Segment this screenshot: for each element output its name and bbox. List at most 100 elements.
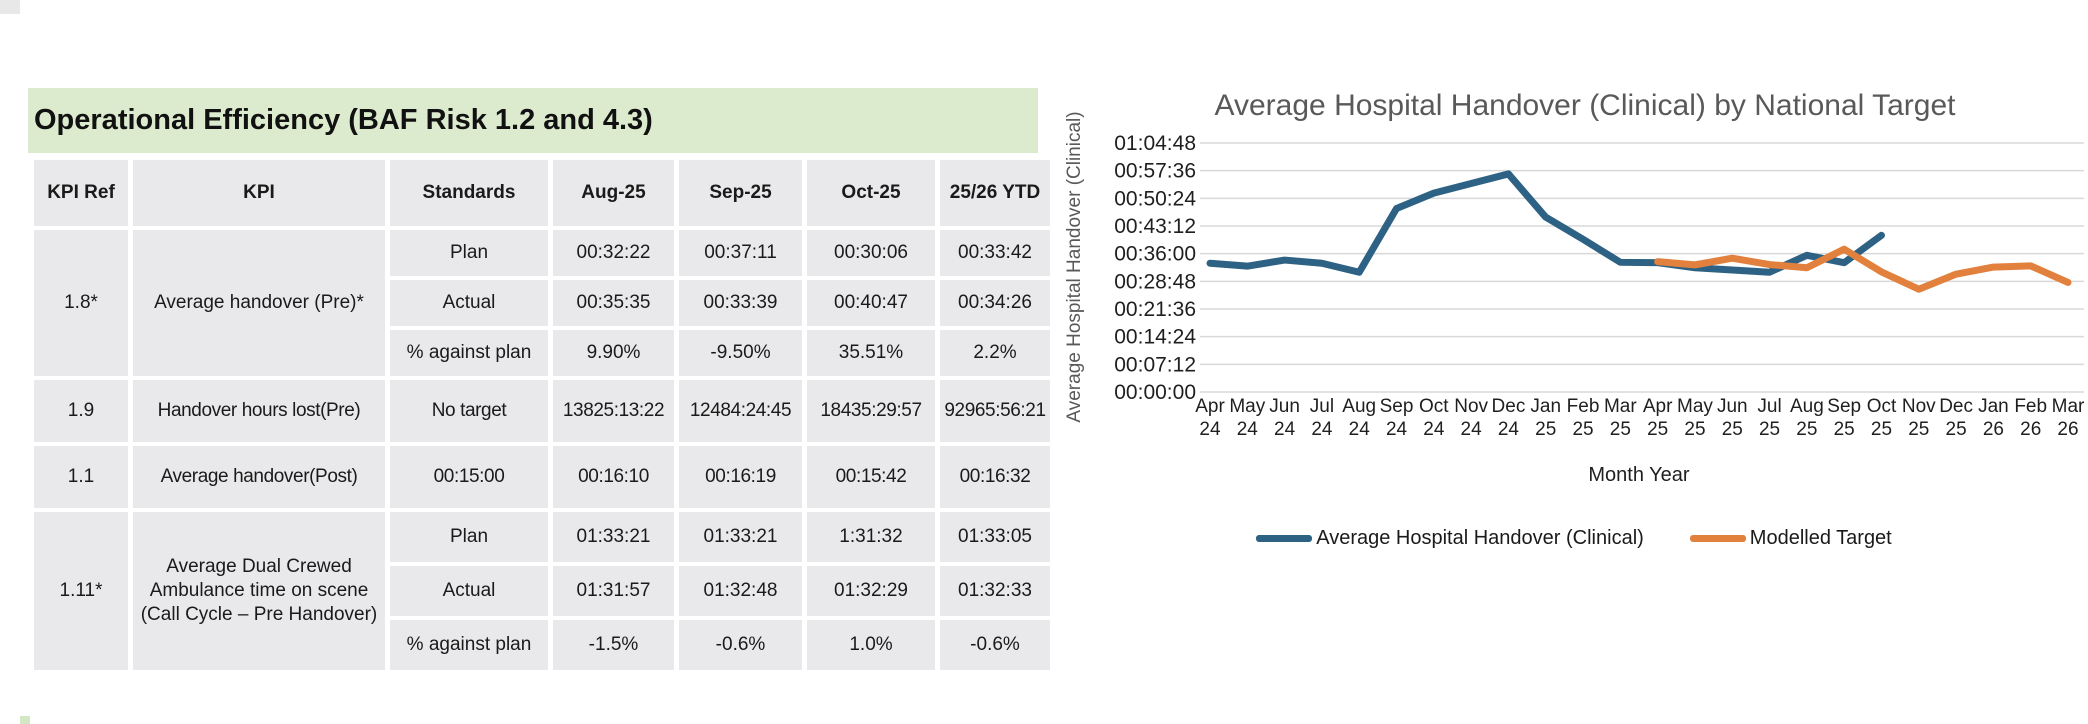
y-tick-label: 01:04:48 <box>1114 132 1196 155</box>
value-cell: 00:30:06 <box>807 230 935 276</box>
standard-cell: Actual <box>390 566 548 616</box>
value-cell: 00:34:26 <box>940 280 1050 326</box>
value-cell: 92965:56:21 <box>940 380 1050 442</box>
handover-chart-section: Average Hospital Handover (Clinical) by … <box>1060 60 2088 620</box>
kpi-ref-cell: 1.11* <box>34 512 128 670</box>
value-cell: -0.6% <box>940 620 1050 670</box>
col-header-ytd: 25/26 YTD <box>940 160 1050 226</box>
value-cell: 12484:24:45 <box>679 380 802 442</box>
x-tick-label: Sep 25 <box>1827 396 1861 440</box>
x-axis-title: Month Year <box>1588 464 1690 486</box>
value-cell: 01:32:29 <box>807 566 935 616</box>
kpi-table: KPI Ref KPI Standards Aug-25 Sep-25 Oct-… <box>29 156 1055 674</box>
legend-swatch-0 <box>1256 535 1313 542</box>
legend-swatch-1 <box>1689 535 1746 542</box>
col-header-standards: Standards <box>390 160 548 226</box>
col-header-aug25: Aug-25 <box>553 160 674 226</box>
value-cell: 00:32:22 <box>553 230 674 276</box>
section-title-bar: Operational Efficiency (BAF Risk 1.2 and… <box>28 88 1038 153</box>
standard-cell: % against plan <box>390 620 548 670</box>
value-cell: 01:31:57 <box>553 566 674 616</box>
x-tick-label: Nov 24 <box>1454 396 1488 440</box>
y-tick-label: 00:07:12 <box>1114 353 1196 376</box>
kpi-ref-cell: 1.9 <box>34 380 128 442</box>
kpi-cell: Handover hours lost(Pre) <box>133 380 385 442</box>
col-header-oct25: Oct-25 <box>807 160 935 226</box>
standard-cell: No target <box>390 380 548 442</box>
table-row: % against plan 9.90% -9.50% 35.51% 2.2% <box>34 330 1050 376</box>
value-cell: 00:16:10 <box>553 446 674 508</box>
value-cell: 00:16:19 <box>679 446 802 508</box>
value-cell: 00:37:11 <box>679 230 802 276</box>
table-row: Actual 01:31:57 01:32:48 01:32:29 01:32:… <box>34 566 1050 616</box>
x-tick-label: May 25 <box>1677 396 1713 440</box>
table-header-row: KPI Ref KPI Standards Aug-25 Sep-25 Oct-… <box>34 160 1050 226</box>
x-tick-label: Sep 24 <box>1380 396 1414 440</box>
x-tick-label: Jan 25 <box>1530 396 1561 440</box>
value-cell: 01:33:21 <box>679 512 802 562</box>
value-cell: -0.6% <box>679 620 802 670</box>
col-header-kpi: KPI <box>133 160 385 226</box>
y-tick-label: 00:43:12 <box>1114 215 1196 238</box>
standard-cell: 00:15:00 <box>390 446 548 508</box>
x-tick-label: Aug 24 <box>1342 396 1376 440</box>
kpi-cell: Average handover(Post) <box>133 446 385 508</box>
x-tick-label: Dec 24 <box>1492 396 1526 440</box>
handover-chart: Average Hospital Handover (Clinical) by … <box>1064 89 2085 486</box>
standard-cell: Plan <box>390 512 548 562</box>
x-tick-label: Oct 24 <box>1419 396 1449 440</box>
section-title: Operational Efficiency (BAF Risk 1.2 and… <box>34 104 653 136</box>
value-cell: 00:35:35 <box>553 280 674 326</box>
x-tick-label: May 24 <box>1229 396 1265 440</box>
x-tick-label: Oct 25 <box>1867 396 1897 440</box>
value-cell: 1:31:32 <box>807 512 935 562</box>
x-tick-label: Feb 25 <box>1567 396 1600 440</box>
x-tick-label: Mar 26 <box>2052 396 2085 440</box>
corner-sliver <box>0 0 20 14</box>
value-cell: 1.0% <box>807 620 935 670</box>
x-tick-label: Aug 25 <box>1790 396 1824 440</box>
x-tick-label: Jan 26 <box>1978 396 2009 440</box>
y-tick-label: 00:14:24 <box>1114 326 1196 349</box>
value-cell: 00:33:39 <box>679 280 802 326</box>
legend-item-0: Average Hospital Handover (Clinical) <box>1256 527 1644 550</box>
table-row: 1.1 Average handover(Post) 00:15:00 00:1… <box>34 446 1050 508</box>
value-cell: 00:16:32 <box>940 446 1050 508</box>
value-cell: 01:33:05 <box>940 512 1050 562</box>
y-tick-label: 00:28:48 <box>1114 270 1196 293</box>
value-cell: 01:32:33 <box>940 566 1050 616</box>
y-tick-label: 00:36:00 <box>1114 243 1196 266</box>
legend-label-0: Average Hospital Handover (Clinical) <box>1316 527 1644 549</box>
kpi-cell: Average Dual Crewed Ambulance time on sc… <box>133 512 385 670</box>
value-cell: -1.5% <box>553 620 674 670</box>
value-cell: 01:32:48 <box>679 566 802 616</box>
value-cell: 00:33:42 <box>940 230 1050 276</box>
x-tick-label: Apr 25 <box>1643 396 1673 440</box>
standard-cell: Actual <box>390 280 548 326</box>
y-tick-label: 00:57:36 <box>1114 160 1196 183</box>
x-tick-label: Jun 24 <box>1269 396 1300 440</box>
kpi-ref-cell: 1.1 <box>34 446 128 508</box>
kpi-ref-cell: 1.8* <box>34 230 128 376</box>
value-cell: 00:40:47 <box>807 280 935 326</box>
x-tick-label: Jul 25 <box>1757 396 1781 440</box>
standard-cell: % against plan <box>390 330 548 376</box>
x-tick-label: Apr 24 <box>1195 396 1225 440</box>
value-cell: 2.2% <box>940 330 1050 376</box>
series-line-0 <box>1206 170 1885 276</box>
value-cell: 35.51% <box>807 330 935 376</box>
x-tick-label: Nov 25 <box>1902 396 1936 440</box>
y-tick-label: 00:00:00 <box>1114 381 1196 404</box>
chart-legend: Average Hospital Handover (Clinical) Mode… <box>1060 527 2088 550</box>
x-tick-label: Jul 24 <box>1310 396 1334 440</box>
chart-title: Average Hospital Handover (Clinical) by … <box>1215 89 1957 122</box>
x-tick-label: Feb 26 <box>2014 396 2047 440</box>
value-cell: 01:33:21 <box>553 512 674 562</box>
legend-label-1: Modelled Target <box>1749 527 1892 549</box>
value-cell: 9.90% <box>553 330 674 376</box>
y-axis-title: Average Hospital Handover (Clinical) <box>1064 111 1085 422</box>
x-tick-label: Dec 25 <box>1939 396 1973 440</box>
x-tick-label: Jun 25 <box>1717 396 1748 440</box>
next-section-sliver <box>20 716 30 724</box>
